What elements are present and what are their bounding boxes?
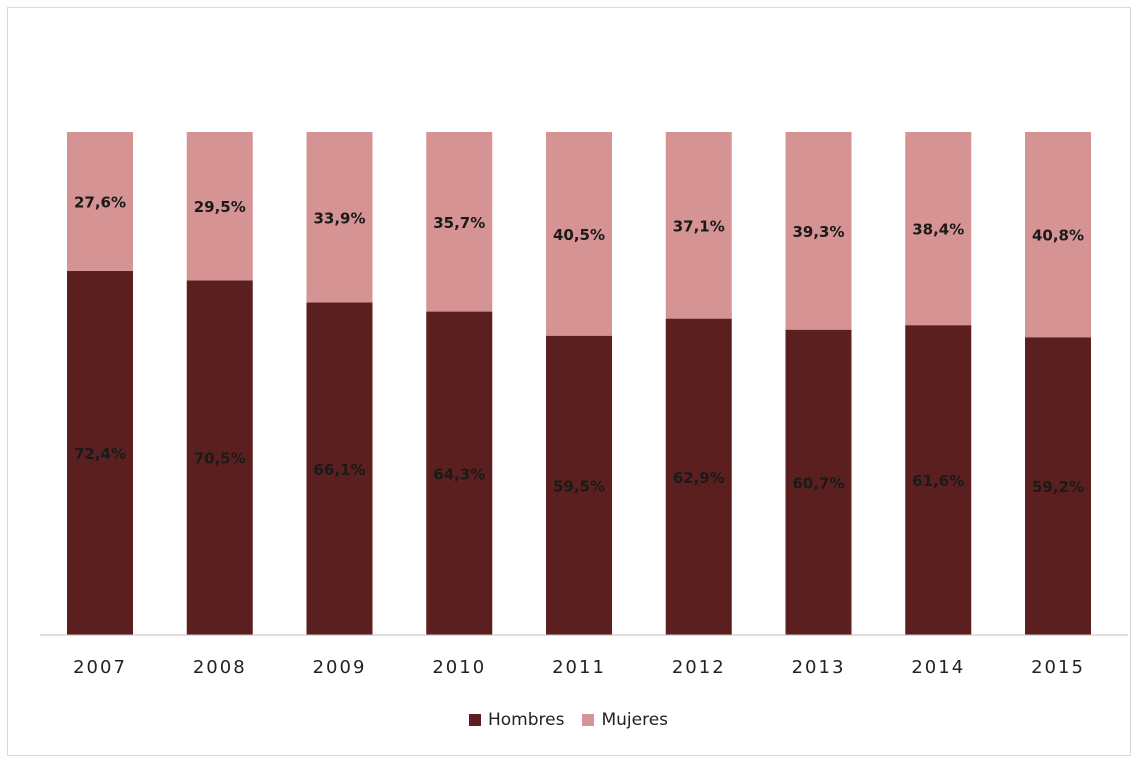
data-label-mujeres-2007: 27,6% [74,193,126,211]
data-label-mujeres-2011: 40,5% [553,226,605,244]
bar-mujeres-2011 [546,132,612,336]
bar-hombres-2008 [186,280,253,635]
data-label-hombres-2008: 70,5% [194,450,246,468]
bar-hombres-2007 [67,270,133,635]
data-label-hombres-2009: 66,1% [313,461,365,479]
x-tick-label-2012: 2012 [672,657,726,678]
x-tick-label-2013: 2013 [792,657,846,678]
x-tick-label-2008: 2008 [193,657,247,678]
data-label-hombres-2011: 59,5% [553,477,605,495]
legend-label-mujeres: Mujeres [601,710,669,730]
x-tick-label-2015: 2015 [1031,657,1085,678]
bar-mujeres-2014 [905,132,972,326]
data-label-hombres-2007: 72,4% [74,445,126,463]
data-label-hombres-2012: 62,9% [673,469,725,487]
data-label-hombres-2014: 61,6% [912,472,964,490]
x-tick-labels: 2007 2008 2009 2010 2011 2012 2013 2014 2015 [73,657,1085,678]
bar-mujeres-2010 [426,132,493,312]
data-label-hombres-2013: 60,7% [792,474,844,492]
bar-hombres-2013 [785,329,852,635]
x-tick-label-2007: 2007 [73,657,127,678]
data-label-mujeres-2009: 33,9% [313,209,365,227]
legend-label-hombres: Hombres [487,710,565,730]
x-tick-label-2014: 2014 [911,657,965,678]
legend-item-hombres: Hombres [468,710,565,730]
data-label-hombres-2015: 59,2% [1032,478,1084,496]
bar-mujeres-2008 [186,132,253,281]
bar-mujeres-2013 [785,132,852,330]
x-tick-label-2010: 2010 [432,657,486,678]
data-label-mujeres-2010: 35,7% [433,214,485,232]
data-label-mujeres-2013: 39,3% [792,223,844,241]
legend-item-mujeres: Mujeres [582,710,668,730]
legend: Hombres Mujeres [0,710,1137,730]
data-label-mujeres-2015: 40,8% [1032,227,1084,245]
legend-swatch-mujeres [582,714,595,726]
legend-swatch-hombres [468,714,481,726]
bar-hombres-2009 [306,302,373,635]
bars-group: 72,4% 27,6% 70,5% 29,5% 66,1% 33,9% 64,3% 35,7%… [67,132,1091,635]
data-label-mujeres-2014: 38,4% [912,221,964,239]
bar-mujeres-2009 [306,132,373,303]
bar-hombres-2010 [426,311,493,635]
data-label-mujeres-2012: 37,1% [673,217,725,235]
bar-mujeres-2007 [67,132,133,271]
x-tick-label-2009: 2009 [313,657,367,678]
bar-mujeres-2012 [665,132,732,319]
bar-mujeres-2015 [1025,132,1091,338]
data-label-hombres-2010: 64,3% [433,465,485,483]
bar-hombres-2012 [665,318,732,635]
bar-hombres-2011 [546,335,612,635]
x-tick-label-2011: 2011 [552,657,606,678]
bar-hombres-2015 [1025,337,1091,635]
bar-hombres-2014 [905,325,972,635]
data-label-mujeres-2008: 29,5% [194,198,246,216]
